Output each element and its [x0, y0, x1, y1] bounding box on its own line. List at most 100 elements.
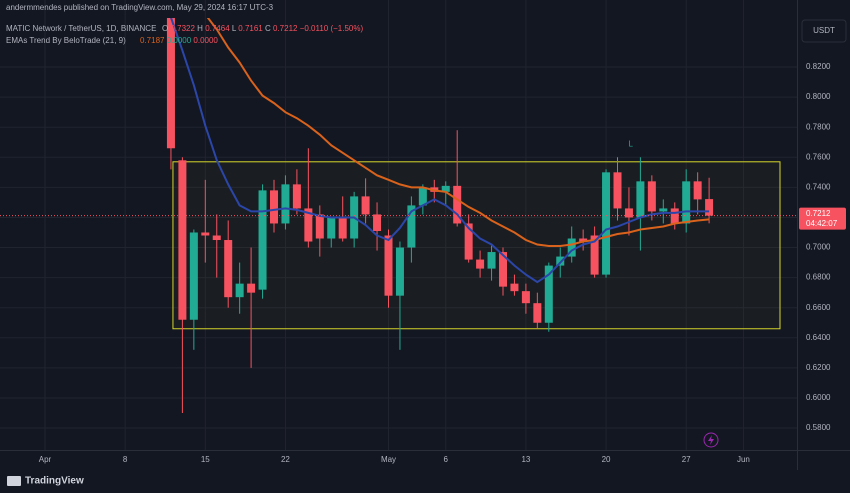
- candle-body: [361, 196, 370, 215]
- candle-body: [281, 184, 290, 224]
- y-tick-label: 0.8000: [806, 92, 831, 101]
- indicator-name: EMAs Trend By BeloTrade (21, 9): [6, 36, 126, 45]
- candle-body: [201, 232, 210, 236]
- candle-body: [682, 181, 691, 224]
- ohlc-key: H: [197, 24, 203, 33]
- candle-body: [693, 181, 702, 200]
- countdown: 04:42:07: [806, 219, 838, 228]
- candle-body: [247, 283, 256, 293]
- ema-line: [170, 18, 710, 284]
- candle-body: [636, 181, 645, 218]
- publisher: andermmendes published on TradingView.co…: [6, 3, 274, 12]
- candle-body: [384, 235, 393, 296]
- candle-body: [579, 238, 588, 242]
- candle-body: [224, 240, 233, 298]
- candle-body: [556, 256, 565, 266]
- x-tick-label: 8: [123, 455, 128, 464]
- y-tick-label: 0.6000: [806, 393, 831, 402]
- candle-body: [338, 217, 347, 239]
- brand: TradingView: [25, 476, 84, 487]
- indicator-value: 0.7187: [140, 36, 165, 45]
- candle-body: [487, 252, 496, 269]
- indicator-value: 0.0000: [167, 36, 192, 45]
- ohlc-key: C: [265, 24, 271, 33]
- logo: [7, 476, 21, 486]
- x-tick-label: Apr: [39, 455, 52, 464]
- candle-body: [510, 283, 519, 292]
- y-tick-label: 0.7600: [806, 152, 831, 161]
- ohlc-value: 0.7161: [238, 24, 263, 33]
- x-tick-label: Jun: [737, 455, 750, 464]
- ohlc-change: −0.0110 (−1.50%): [300, 24, 364, 33]
- x-tick-label: May: [381, 455, 396, 464]
- currency: USDT: [813, 26, 835, 35]
- x-tick-label: 20: [602, 455, 611, 464]
- candle-body: [441, 185, 450, 192]
- candle-body: [407, 205, 416, 248]
- candle-body: [464, 223, 473, 260]
- y-tick-label: 0.8200: [806, 62, 831, 71]
- candle-body: [292, 184, 301, 209]
- y-tick-label: 0.6600: [806, 303, 831, 312]
- candle-body: [544, 265, 553, 323]
- price-label: 0.7212: [806, 209, 831, 218]
- candle-body: [189, 232, 198, 320]
- y-tick-label: 0.6800: [806, 273, 831, 282]
- candle-body: [258, 190, 267, 290]
- candle-body: [521, 291, 530, 304]
- y-tick-label: 0.6400: [806, 333, 831, 342]
- x-tick-label: 27: [682, 455, 691, 464]
- candle-body: [395, 247, 404, 296]
- y-tick-label: 0.7400: [806, 182, 831, 191]
- ohlc-value: 0.7322: [170, 24, 195, 33]
- x-tick-label: 13: [521, 455, 530, 464]
- candle-body: [602, 172, 611, 275]
- candle-body: [166, 18, 175, 149]
- candle-body: [212, 235, 221, 241]
- indicator-value: 0.0000: [193, 36, 218, 45]
- plot: [0, 18, 797, 413]
- y-tick-label: 0.6200: [806, 363, 831, 372]
- y-tick-label: 0.7800: [806, 122, 831, 131]
- indicator-values: 0.7187 0.0000 0.0000: [140, 36, 218, 45]
- candle-body: [533, 303, 542, 323]
- x-tick-label: 15: [201, 455, 210, 464]
- candle-body: [647, 181, 656, 212]
- candle-body: [304, 208, 313, 242]
- candle-body: [613, 172, 622, 209]
- y-tick-label: 0.7000: [806, 243, 831, 252]
- event-icon-bolt: [708, 435, 714, 445]
- price-label-box: [799, 207, 846, 230]
- event-icon[interactable]: [703, 432, 719, 448]
- y-tick-label: 0.5800: [806, 423, 831, 432]
- ohlc-legend: O 0.7322 H 0.7464 L 0.7161 C 0.7212 −0.0…: [162, 24, 363, 33]
- ohlc-key: O: [162, 24, 168, 33]
- candle-body: [178, 160, 187, 320]
- chart-title: MATIC Network / TetherUS, 1D, BINANCE: [6, 24, 156, 33]
- candle-body: [670, 208, 679, 224]
- candle-body: [476, 259, 485, 269]
- x-tick-label: 6: [444, 455, 449, 464]
- currency-box: [801, 19, 847, 43]
- candle-body: [315, 214, 324, 239]
- ema-line: [206, 18, 710, 247]
- ohlc-value: 0.7212: [273, 24, 298, 33]
- candle-body: [418, 187, 427, 206]
- candle-body: [453, 185, 462, 224]
- candle-body: [373, 214, 382, 231]
- candle-body: [499, 252, 507, 287]
- footer-bar: [0, 470, 850, 493]
- candle-body: [659, 208, 668, 212]
- candle-body: [624, 208, 633, 218]
- x-tick-label: 22: [281, 455, 290, 464]
- candle-body: [567, 238, 576, 257]
- ohlc-key: L: [232, 24, 237, 33]
- candle-body: [705, 199, 714, 216]
- annotation: L: [629, 139, 634, 148]
- candle-body: [327, 217, 336, 239]
- candle-body: [590, 235, 599, 275]
- ohlc-value: 0.7464: [205, 24, 230, 33]
- candle-body: [235, 283, 244, 298]
